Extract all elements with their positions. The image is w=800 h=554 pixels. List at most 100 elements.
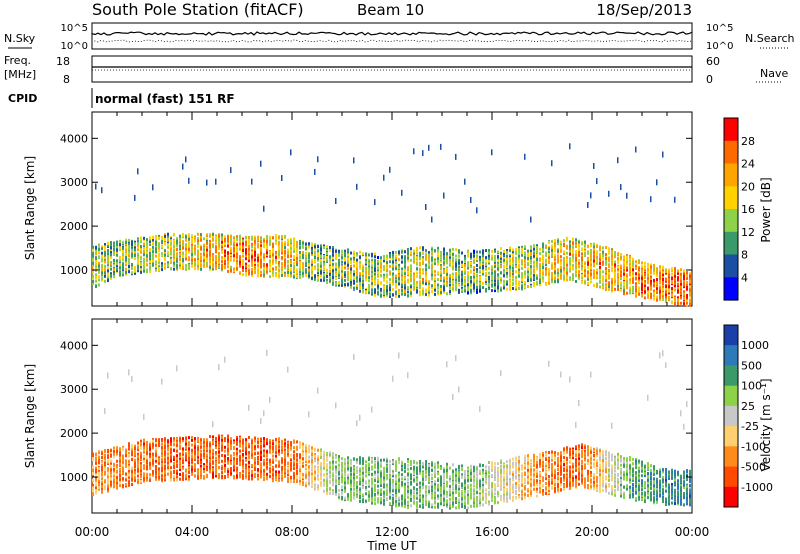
power-echo-cell — [395, 285, 397, 289]
power-echo-cell — [107, 263, 109, 267]
power-echo-cell — [530, 278, 532, 282]
power-echo-cell — [506, 287, 508, 291]
power-echo-cell — [125, 258, 127, 262]
power-echo-cell — [632, 266, 634, 270]
power-echo-cell — [302, 254, 304, 258]
power-echo-cell — [392, 260, 394, 264]
power-echo-cell — [620, 264, 622, 268]
power-echo-cell — [533, 244, 535, 248]
power-echo-cell — [449, 292, 451, 295]
power-echo-cell — [497, 289, 499, 293]
power-echo-cell — [188, 250, 190, 254]
power-echo-cell — [524, 284, 526, 288]
power-echo-cell — [425, 282, 427, 286]
power-echo-cell — [539, 269, 541, 272]
power-echo-cell — [293, 239, 295, 243]
power-echo-cell — [119, 273, 121, 277]
power-echo-cell — [197, 253, 199, 257]
power-echo-cell — [146, 247, 148, 251]
power-echo-cell — [587, 277, 589, 281]
power-echo-cell — [572, 237, 574, 241]
power-echo-cell — [395, 254, 397, 258]
cpid-text: normal (fast) 151 RF — [95, 92, 235, 106]
power-echo-cell — [215, 240, 217, 244]
power-echo-cell — [470, 257, 472, 261]
power-echo-cell — [629, 262, 631, 266]
power-echo-cell — [470, 265, 472, 269]
power-echo-cell — [347, 249, 349, 253]
power-echo-cell — [395, 267, 397, 271]
power-echo-cell — [404, 280, 406, 284]
power-echo-cell — [257, 235, 259, 239]
power-echo-cell — [254, 262, 256, 266]
power-echo-cell — [560, 261, 562, 265]
power-echo-cell — [566, 267, 568, 271]
power-echo-cell — [446, 292, 448, 296]
power-echo-cell — [212, 265, 214, 269]
power-echo-cell — [194, 258, 196, 262]
power-echo-cell — [182, 240, 184, 244]
power-echo-cell — [320, 258, 322, 262]
power-echo-cell — [269, 250, 271, 254]
power-echo-cell — [347, 275, 349, 279]
power-echo-cell — [287, 266, 289, 270]
power-echo-cell — [152, 248, 154, 252]
power-echo-cell — [215, 245, 217, 249]
power-echo-cell — [113, 241, 115, 245]
power-echo-cell — [98, 247, 100, 251]
power-echo-cell — [497, 273, 499, 277]
power-echo-cell — [251, 261, 253, 265]
power-echo-cell — [131, 263, 133, 266]
power-echo-cell — [431, 248, 433, 252]
power-echo-cell — [587, 275, 589, 279]
power-echo-cell — [137, 264, 139, 268]
power-echo-cell — [404, 283, 406, 287]
power-echo-cell — [440, 253, 442, 257]
power-echo-cell — [233, 254, 235, 258]
power-echo-cell — [134, 253, 136, 257]
power-echo-cell — [317, 263, 319, 267]
power-echo-cell — [149, 257, 151, 261]
power-echo-cell — [197, 263, 199, 267]
power-echo-cell — [542, 269, 544, 273]
power-echo-cell — [197, 258, 199, 262]
power-echo-cell — [656, 287, 658, 291]
power-echo-cell — [242, 239, 244, 243]
power-echo-cell — [302, 256, 304, 260]
power-echo-cell — [140, 248, 142, 252]
power-echo-cell — [521, 284, 523, 288]
power-echo-cell — [134, 246, 136, 250]
power-echo-cell — [377, 256, 379, 259]
power-echo-cell — [554, 274, 556, 278]
power-echo-cell — [218, 260, 220, 263]
power-echo-cell — [155, 266, 157, 270]
power-echo-cell — [320, 251, 322, 255]
power-echo-cell — [458, 254, 460, 258]
power-echo-cell — [392, 288, 394, 292]
power-echo-cell — [605, 279, 607, 283]
power-echo-cell — [449, 261, 451, 265]
power-echo-cell — [575, 274, 577, 278]
power-echo-cell — [413, 280, 415, 284]
power-echo-cell — [611, 262, 613, 266]
power-echo-cell — [230, 252, 232, 256]
power-echo-cell — [257, 242, 259, 246]
power-echo-cell — [485, 289, 487, 293]
power-echo-cell — [533, 276, 535, 280]
power-echo-cell — [455, 262, 457, 266]
power-echo-cell — [260, 242, 262, 246]
power-echo-cell — [278, 272, 280, 276]
power-echo-cell — [590, 258, 592, 262]
power-echo-cell — [194, 252, 196, 256]
power-echo-cell — [386, 273, 388, 277]
power-echo-cell — [443, 248, 445, 252]
power-echo-cell — [146, 254, 148, 258]
power-echo-cell — [95, 246, 97, 250]
power-echo-cell — [218, 240, 220, 244]
power-echo-cell — [581, 252, 583, 256]
power-echo-cell — [314, 260, 316, 264]
power-echo-cell — [341, 270, 343, 274]
power-echo-cell — [407, 272, 409, 276]
power-echo-cell — [482, 272, 484, 276]
power-echo-cell — [263, 239, 265, 243]
